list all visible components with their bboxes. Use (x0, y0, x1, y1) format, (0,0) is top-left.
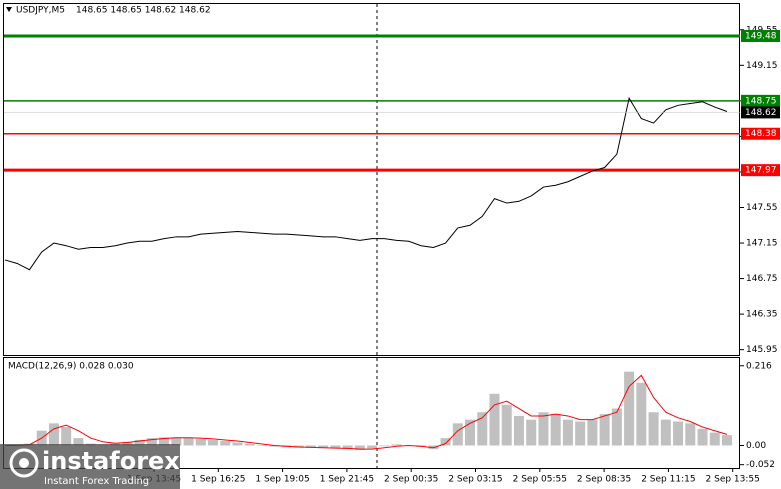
macd-bar (134, 439, 145, 446)
y-tick-label: 0.00 (746, 441, 766, 451)
macd-bar (501, 404, 512, 446)
macd-bar (513, 415, 524, 446)
macd-bar (354, 445, 365, 450)
y-tick-label: -0.052 (746, 460, 775, 470)
macd-bar (73, 438, 84, 446)
level-label: 148.75 (745, 96, 777, 106)
macd-bar (318, 445, 329, 449)
macd-bar (709, 432, 720, 446)
signal-line (5, 374, 728, 450)
macd-bar (648, 412, 659, 446)
macd-bar (673, 421, 684, 446)
x-tick-label: 1 Sep 19:05 (255, 475, 309, 485)
price-panel (3, 3, 740, 356)
macd-bar (256, 445, 267, 446)
macd-bar (305, 445, 316, 448)
macd-bar (146, 438, 157, 446)
x-tick-label: 1 Sep 21:45 (320, 475, 374, 485)
y-tick-label: 0.216 (746, 361, 772, 371)
level-box (741, 94, 780, 107)
macd-bar (489, 393, 500, 446)
macd-label: MACD(12,26,9) 0.028 0.030 (8, 362, 134, 372)
macd-bar (538, 412, 549, 446)
y-tick-label: 145.95 (746, 345, 778, 355)
macd-bar (330, 445, 341, 449)
level-box (741, 164, 780, 177)
macd-bar (208, 439, 219, 446)
quote: 148.65 148.65 148.62 148.62 (76, 6, 211, 16)
macd-bar (48, 423, 59, 446)
x-tick-label: 2 Sep 03:15 (448, 475, 502, 485)
x-tick-label: 2 Sep 13:55 (706, 475, 760, 485)
logo-icon (9, 448, 39, 478)
macd-bar (465, 419, 476, 446)
macd-bar (159, 437, 170, 446)
macd-bar (575, 421, 586, 446)
tagline: Instant Forex Trading (44, 476, 149, 487)
price-line (4, 96, 728, 271)
macd-bar (342, 445, 353, 450)
macd-bar (391, 444, 402, 446)
watermark: instaforex Instant Forex Trading (0, 444, 180, 489)
macd-bar (599, 414, 610, 446)
level-label: 149.48 (745, 31, 777, 41)
macd-bar (440, 438, 451, 446)
y-tick-label: 147.55 (746, 203, 778, 213)
macd-bar (636, 382, 647, 446)
macd-bar (477, 412, 488, 446)
level-label: 147.97 (745, 166, 777, 176)
brand: instaforex (42, 447, 180, 475)
macd-bar (195, 438, 206, 446)
macd-bar (660, 419, 671, 446)
macd-bar (624, 371, 635, 446)
logo-icon-dot (19, 458, 29, 468)
macd-bar (61, 427, 72, 446)
y-tick-label: 147.15 (746, 239, 778, 249)
level-box (741, 29, 780, 42)
macd-bar (122, 441, 133, 446)
x-tick-label: 2 Sep 08:35 (577, 475, 631, 485)
macd-bar (611, 408, 622, 446)
macd-bar (550, 414, 561, 446)
macd-panel (3, 357, 740, 469)
x-tick-label: 1 Sep 16:25 (191, 475, 245, 485)
x-tick-label: 2 Sep 00:35 (384, 475, 438, 485)
x-tick-label: 2 Sep 11:15 (641, 475, 695, 485)
y-tick-label: 146.75 (746, 274, 778, 284)
macd-bar (244, 444, 255, 446)
y-tick-label: 149.15 (746, 61, 778, 71)
collapse-icon (6, 7, 12, 12)
macd-bar (452, 423, 463, 446)
current-price-label: 148.62 (745, 108, 777, 118)
macd-bar (220, 441, 231, 446)
macd-bar (367, 445, 378, 449)
current-price-box (741, 106, 780, 119)
level-label: 148.38 (745, 129, 777, 139)
macd-bar (171, 437, 182, 446)
symbol: USDJPY,M5 (16, 6, 65, 16)
macd-bar (232, 442, 243, 446)
macd-bar (685, 423, 696, 446)
macd-bar (697, 428, 708, 446)
x-tick-label: 2 Sep 05:55 (513, 475, 567, 485)
macd-bar (379, 445, 390, 447)
macd-bar (269, 445, 280, 447)
macd-bar (562, 419, 573, 446)
level-box (741, 127, 780, 140)
macd-bar (722, 435, 732, 446)
macd-bar (183, 438, 194, 446)
macd-bar (526, 419, 537, 446)
y-tick-label: 146.35 (746, 310, 778, 320)
macd-bar (587, 419, 598, 446)
